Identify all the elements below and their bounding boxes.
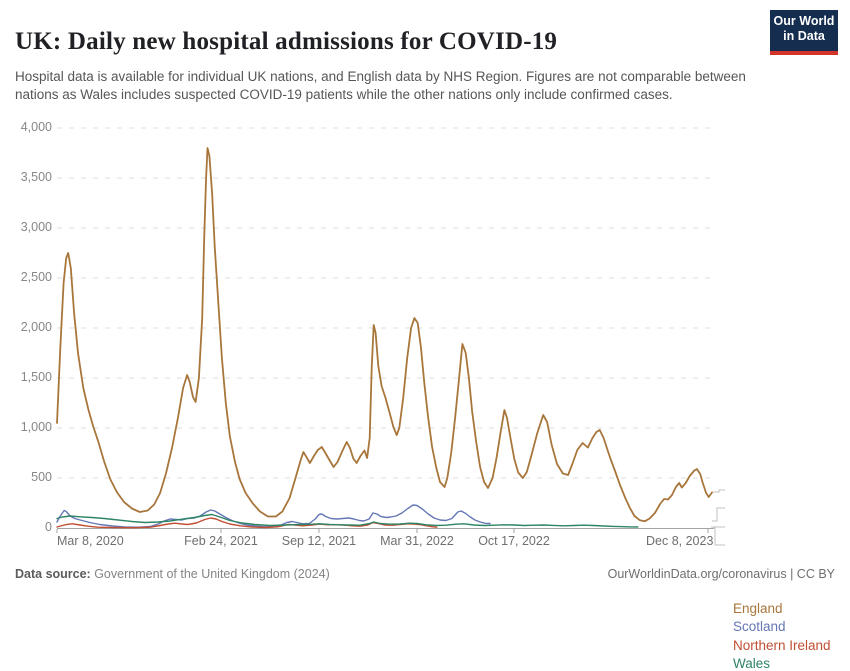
y-tick-label: 1,000	[20, 420, 52, 434]
owid-logo-line1: Our World	[773, 14, 835, 28]
y-tick-label: 0	[45, 520, 52, 534]
page-title: UK: Daily new hospital admissions for CO…	[15, 27, 558, 55]
series-line-england[interactable]	[56, 147, 713, 523]
series-line-northern-ireland[interactable]	[56, 517, 438, 529]
y-tick-label: 2,000	[20, 320, 52, 334]
x-tick-label: Mar 8, 2020	[57, 534, 124, 548]
legend-item-england[interactable]: England	[733, 601, 783, 616]
plot-area[interactable]	[0, 118, 850, 568]
y-tick-label: 3,500	[20, 170, 52, 184]
data-source-label: Data source:	[15, 567, 91, 581]
owid-chart-page: { "header": { "title": "UK: Daily new ho…	[0, 10, 850, 671]
y-tick-label: 500	[31, 470, 52, 484]
data-source-text: Government of the United Kingdom (2024)	[90, 567, 330, 581]
x-tick-label: Oct 17, 2022	[478, 534, 550, 548]
legend-item-wales[interactable]: Wales	[733, 656, 771, 671]
footer-link[interactable]: OurWorldinData.org/coronavirus | CC BY	[607, 567, 835, 581]
owid-logo-line2: in Data	[783, 29, 825, 43]
chart-subtitle: Hospital data is available for individua…	[15, 68, 746, 102]
y-tick-label: 3,000	[20, 220, 52, 234]
x-tick-label: Sep 12, 2021	[281, 534, 357, 548]
x-tick-label: Feb 24, 2021	[184, 534, 258, 548]
legend-connector	[713, 489, 725, 493]
owid-logo[interactable]: Our World in Data	[770, 10, 838, 55]
series-line-wales[interactable]	[56, 513, 639, 528]
y-tick-label: 4,000	[20, 120, 52, 134]
legend-item-northern-ireland[interactable]: Northern Ireland	[733, 638, 831, 653]
y-tick-label: 2,500	[20, 270, 52, 284]
legend-connector	[713, 527, 725, 546]
y-tick-label: 1,500	[20, 370, 52, 384]
x-tick-label: Mar 31, 2022	[380, 534, 454, 548]
legend-connector	[712, 507, 725, 522]
chart-footer: OurWorldinData.org/coronavirus | CC BY D…	[15, 567, 835, 581]
legend-item-scotland[interactable]: Scotland	[733, 619, 786, 634]
chart-canvas[interactable]: 0 500 1,000 1,500 2,000 2,500 3,000 3,500 4,000 …	[0, 118, 850, 671]
x-tick-label: Dec 8, 2023	[645, 534, 714, 548]
